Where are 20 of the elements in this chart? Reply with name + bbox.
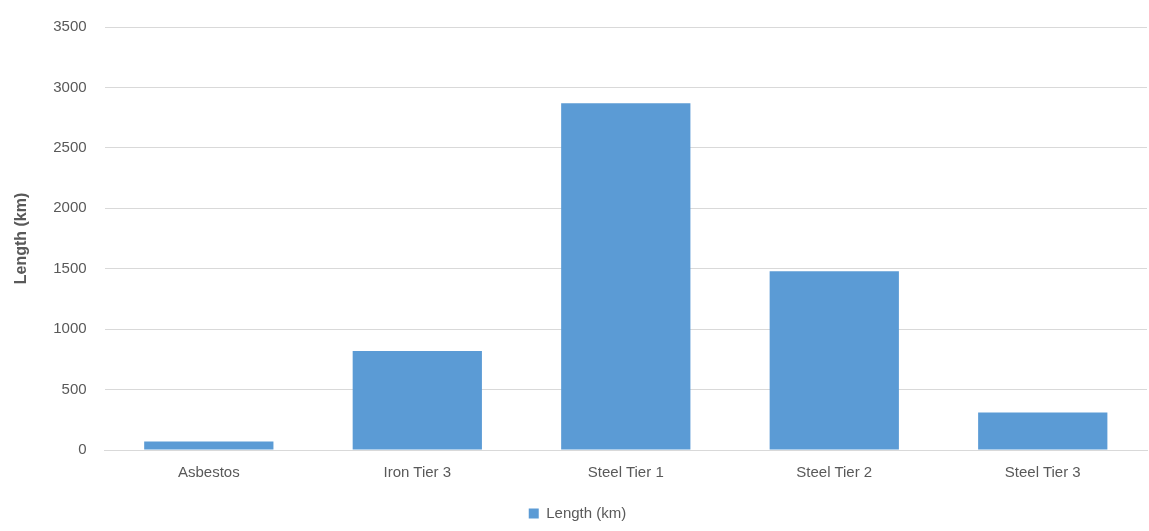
bar [561,103,691,450]
x-tick-label: Asbestos [177,463,240,481]
y-tick-label: 3000 [53,77,87,95]
x-tick-label: Iron Tier 3 [383,463,452,481]
y-tick-label: 1000 [53,319,87,337]
x-tick-label: Steel Tier 2 [796,463,873,481]
y-tick-label: 1500 [53,258,87,276]
x-tick-label: Steel Tier 1 [587,463,664,481]
bar [769,271,899,450]
y-tick-label: 3500 [53,17,87,35]
y-axis-title: Length (km) [12,192,30,285]
x-tick-label: Steel Tier 3 [1004,463,1081,481]
bar [352,350,482,450]
bar [978,412,1108,450]
y-tick-label: 2500 [53,138,87,155]
bar [144,441,274,450]
legend-label: Length (km) [546,503,627,521]
y-tick-label: 500 [61,379,87,397]
y-tick-label: 0 [78,440,87,458]
y-tick-label: 2000 [53,198,87,216]
